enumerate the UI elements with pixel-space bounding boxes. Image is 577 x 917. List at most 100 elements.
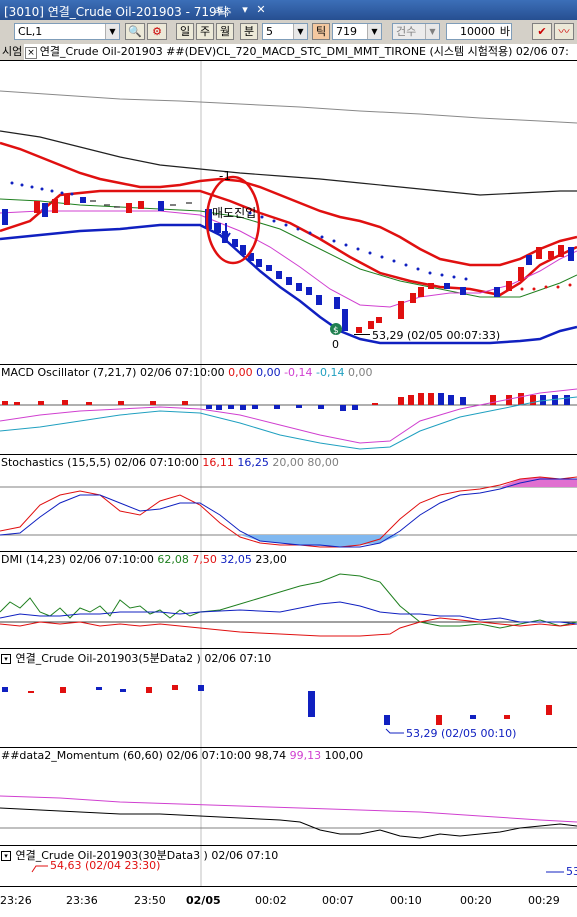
ma-mid-line [0, 130, 577, 196]
period-week-button[interactable]: 주 [196, 23, 214, 40]
tick-combo[interactable]: 719 ▼ [332, 23, 382, 40]
chart-subtitle: 시엄 × 연결_Crude Oil-201903 ##(DEV)CL_720_MAC… [0, 44, 577, 60]
count-combo[interactable]: 건수 ▼ [392, 23, 440, 40]
dmi-panel[interactable]: DMI (14,23) 02/06 07:10:00 62,08 7,50 32… [0, 551, 577, 649]
symbol-combo[interactable]: CL,1 ▼ [14, 23, 120, 40]
data2-chart-svg [2, 649, 552, 748]
chevron-down-icon[interactable]: ▼ [293, 24, 307, 39]
chevron-down-icon[interactable]: ▼ [105, 24, 119, 39]
sar-dots [10, 181, 468, 281]
dmi-adx-line [0, 573, 577, 629]
stoch-title: Stochastics [1, 456, 64, 469]
data3-high-label: 54,63 (02/04 23:30) [50, 859, 161, 872]
low-price-label: 53,29 (02/05 00:07:33) [372, 329, 501, 342]
dmi-v3: 32,05 [220, 553, 252, 566]
axis-tick: 00:10 [390, 894, 422, 907]
tick-button[interactable]: 틱 [312, 23, 330, 40]
data3-title: 연결_Crude Oil-201903(30분Data3 ) [15, 849, 208, 862]
bb-upper-line [0, 141, 577, 267]
mom-line [0, 807, 577, 839]
entry-signal-circle [205, 175, 261, 265]
axis-tick: 23:26 [0, 894, 32, 907]
dmi-plus-line [0, 617, 577, 637]
dmi-label: DMI (14,23) 02/06 07:10:00 62,08 7,50 32… [1, 553, 287, 566]
axis-tick: 00:20 [460, 894, 492, 907]
close-icon[interactable]: × [25, 47, 37, 59]
stoch-v1: 16,11 [202, 456, 234, 469]
ma-long-line [0, 90, 577, 124]
magnifier-red-icon: ⚙ [152, 25, 162, 38]
time-axis: 23:26 23:36 23:50 02/05 00:02 00:07 00:1… [0, 886, 577, 917]
dmi-title: DMI [1, 553, 23, 566]
system-tag: 시엄 [0, 44, 25, 60]
signal-dollar-icon [330, 323, 342, 335]
macd-v3: -0,14 [284, 366, 313, 379]
macd-title: MACD Oscillator [1, 366, 90, 379]
dmi-time: 02/06 07:10:00 [69, 553, 154, 566]
macd-params: (7,21,7) [92, 366, 137, 379]
search-button[interactable]: 🔍 [125, 23, 145, 40]
momentum-panel[interactable]: ##data2_Momentum (60,60) 02/06 07:10:00 … [0, 747, 577, 846]
period-month-button[interactable]: 월 [216, 23, 234, 40]
count-unit: 바 [499, 25, 510, 38]
mom-label: ##data2_Momentum (60,60) 02/06 07:10:00 … [1, 749, 363, 762]
axis-tick: 00:29 [528, 894, 560, 907]
data3-panel[interactable]: ▾ 연결_Crude Oil-201903(30분Data3 ) 02/06 0… [0, 845, 577, 887]
stoch-chart-svg [0, 455, 577, 552]
axis-tick: 00:07 [322, 894, 354, 907]
mom-title: ##data2_Momentum [1, 749, 120, 762]
window-ctrl-label: 주추 [215, 8, 232, 18]
stoch-panel[interactable]: Stochastics (15,5,5) 02/06 07:10:00 16,1… [0, 454, 577, 552]
collapse-icon[interactable]: ▾ [1, 654, 11, 664]
collapse-icon[interactable]: ▾ [1, 851, 11, 861]
mom-v3: 100,00 [324, 749, 364, 762]
bb-lower-line [0, 223, 577, 345]
chart-type-button[interactable]: ✔ [532, 23, 552, 40]
stoch-params: (15,5,5) [67, 456, 111, 469]
system-text: 연결_Crude Oil-201903 ##(DEV)CL_720_MACD_S… [39, 45, 569, 58]
data2-candles-up [28, 685, 552, 725]
tick-value: 719 [336, 25, 357, 38]
close-icon[interactable]: ✕ [256, 3, 266, 16]
sell-arrow-icon [221, 223, 231, 241]
annot-minus1: -1 [219, 169, 231, 183]
window-titlebar: [3010] 연결_Crude Oil-201903 - 719틱 주추 ▾ ✕ [0, 0, 577, 20]
search-icon: 🔍 [128, 25, 142, 38]
chevron-down-icon[interactable]: ▼ [425, 24, 439, 39]
macd-v1: 0,00 [228, 366, 253, 379]
dmi-v2: 7,50 [192, 553, 217, 566]
dmi-v4: 23,00 [255, 553, 287, 566]
checkmark-chart-icon: ✔ [537, 25, 547, 38]
period-minute-button[interactable]: 분 [240, 23, 258, 40]
axis-tick: 23:36 [66, 894, 98, 907]
data3-label: ▾ 연결_Crude Oil-201903(30분Data3 ) 02/06 0… [1, 847, 278, 863]
data3-high-leader [31, 865, 48, 873]
period-day-button[interactable]: 일 [176, 23, 194, 40]
config-button[interactable]: ⚙ [147, 23, 167, 40]
price-panel[interactable]: $ -1 매도진입 0 53,29 (02/05 00:07:33) [0, 60, 577, 365]
mom-params: (60,60) [122, 749, 163, 762]
bb-upper-2-line [0, 189, 577, 297]
chevron-down-icon[interactable]: ▼ [367, 24, 381, 39]
macd-hist-down [206, 393, 570, 411]
count-value: 10000 [460, 25, 495, 38]
data2-panel[interactable]: ▾ 연결_Crude Oil-201903(5분Data2 ) 02/06 07… [0, 648, 577, 748]
minute-combo[interactable]: 5 ▼ [262, 23, 308, 40]
count-input[interactable]: 10000 바 [446, 23, 512, 40]
axis-tick: 23:50 [134, 894, 166, 907]
mom-time: 02/06 07:10:00 [166, 749, 252, 762]
mom-v1: 98,74 [254, 749, 287, 762]
macd-line [0, 396, 577, 450]
dollar-glyph: $ [333, 326, 339, 336]
oversold-fill [240, 535, 400, 547]
macd-time: 02/06 07:10:00 [139, 366, 225, 379]
chart-style-button[interactable]: 〰 [554, 23, 574, 40]
macd-panel[interactable]: MACD Oscillator (7,21,7) 02/06 07:10:00 … [0, 364, 577, 455]
data2-low-leader [385, 728, 404, 734]
count-label: 건수 [396, 25, 417, 38]
mom-signal-line [0, 795, 577, 823]
pin-icon[interactable]: ▾ [242, 3, 248, 16]
mom-v2: 99,13 [289, 749, 322, 762]
annot-sell-entry: 매도진입 [212, 206, 257, 220]
toolbar: CL,1 ▼ 🔍 ⚙ 일 주 월 분 5 ▼ 틱 719 ▼ 건수 ▼ 1000… [0, 20, 577, 45]
